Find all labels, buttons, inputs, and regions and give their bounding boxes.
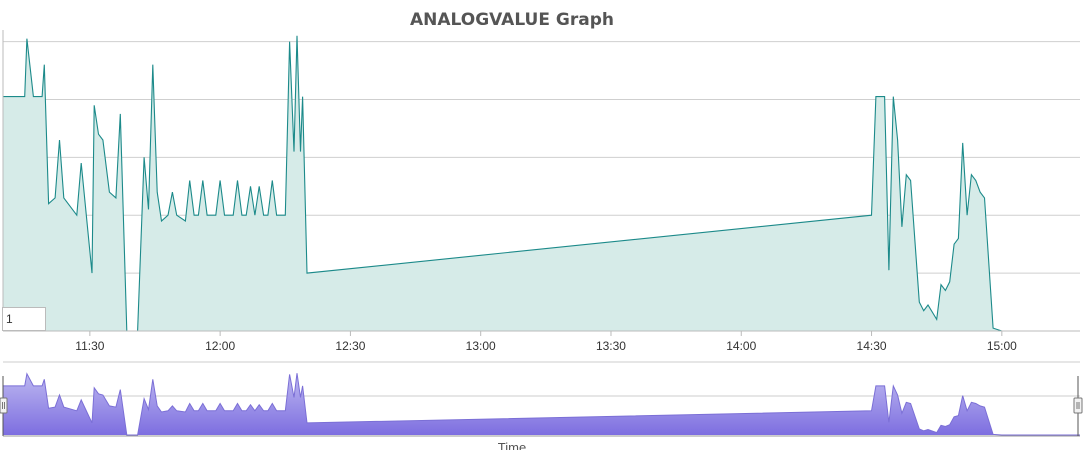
x-tick-label: 12:00 <box>205 339 235 353</box>
series-line <box>3 35 1080 332</box>
navigator-right-handle[interactable] <box>1073 397 1083 414</box>
navigator-line <box>3 372 1080 436</box>
navigator-area <box>3 373 1080 435</box>
x-tick-label: 15:00 <box>987 339 1017 353</box>
x-tick-label: 13:30 <box>596 339 626 353</box>
navigator-left-handle[interactable] <box>0 397 8 414</box>
x-tick-label: 12:30 <box>335 339 365 353</box>
zoom-input[interactable] <box>2 307 46 331</box>
chart-title: ANALOGVALUE Graph <box>410 10 614 30</box>
series-area <box>3 35 1080 332</box>
x-axis-title: Time <box>498 440 526 450</box>
x-tick-label: 13:00 <box>466 339 496 353</box>
x-tick-label: 11:30 <box>75 339 104 353</box>
x-tick-label: 14:30 <box>857 339 887 353</box>
x-tick-label: 14:00 <box>726 339 756 353</box>
